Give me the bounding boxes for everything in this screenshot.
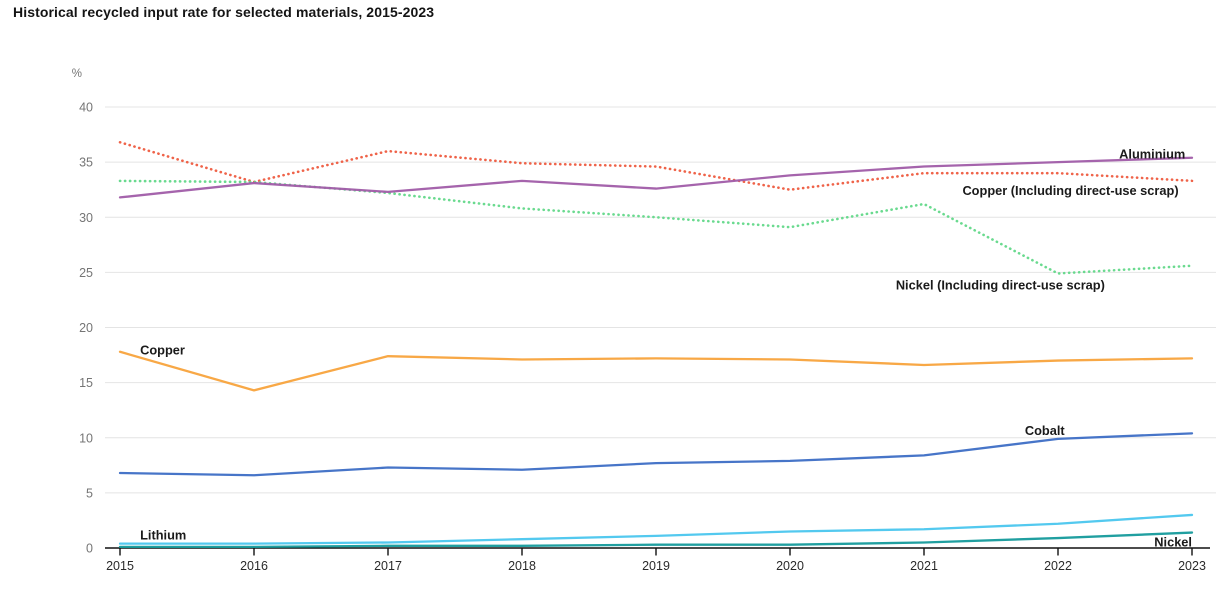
series-line-nickel xyxy=(118,531,1194,549)
series-label-copper: Copper xyxy=(140,343,185,358)
series-label-nickel: Nickel xyxy=(1154,534,1192,549)
series-label-lithium: Lithium xyxy=(140,527,186,542)
y-axis-tick-label: 20 xyxy=(79,321,93,335)
x-axis-tick-label: 2021 xyxy=(910,559,938,573)
series-label-cobalt: Cobalt xyxy=(1025,423,1066,438)
y-axis-tick-label: 5 xyxy=(86,486,93,500)
series-line-copper xyxy=(118,350,1194,392)
series-line-cobalt xyxy=(118,432,1194,477)
x-axis-tick-label: 2018 xyxy=(508,559,536,573)
series-label-copper-including-direct-use-scrap: Copper (Including direct-use scrap) xyxy=(962,183,1178,198)
x-axis-tick-label: 2019 xyxy=(642,559,670,573)
series-line-aluminium xyxy=(118,156,1194,199)
y-axis-tick-label: 0 xyxy=(86,542,93,556)
x-axis-tick-label: 2020 xyxy=(776,559,804,573)
series-line-lithium xyxy=(118,513,1194,545)
y-axis-tick-label: 25 xyxy=(79,266,93,280)
y-axis-unit-label: % xyxy=(72,68,82,80)
x-axis-tick-label: 2023 xyxy=(1178,559,1206,573)
y-axis-tick-label: 30 xyxy=(79,211,93,225)
series-label-nickel-including-direct-use-scrap: Nickel (Including direct-use scrap) xyxy=(896,278,1105,293)
x-axis-tick-label: 2016 xyxy=(240,559,268,573)
y-axis-tick-label: 35 xyxy=(79,156,93,170)
chart-title: Historical recycled input rate for selec… xyxy=(13,4,435,20)
x-axis-tick-label: 2015 xyxy=(106,559,134,573)
series-label-aluminium: Aluminium xyxy=(1119,146,1185,161)
y-axis-tick-label: 40 xyxy=(79,101,93,115)
y-axis-tick-label: 10 xyxy=(79,431,93,445)
y-axis-tick-label: 15 xyxy=(79,376,93,390)
series-line-copper-including-direct-use-scrap xyxy=(118,140,1194,191)
x-axis-tick-label: 2022 xyxy=(1044,559,1072,573)
x-axis-tick-label: 2017 xyxy=(374,559,402,573)
